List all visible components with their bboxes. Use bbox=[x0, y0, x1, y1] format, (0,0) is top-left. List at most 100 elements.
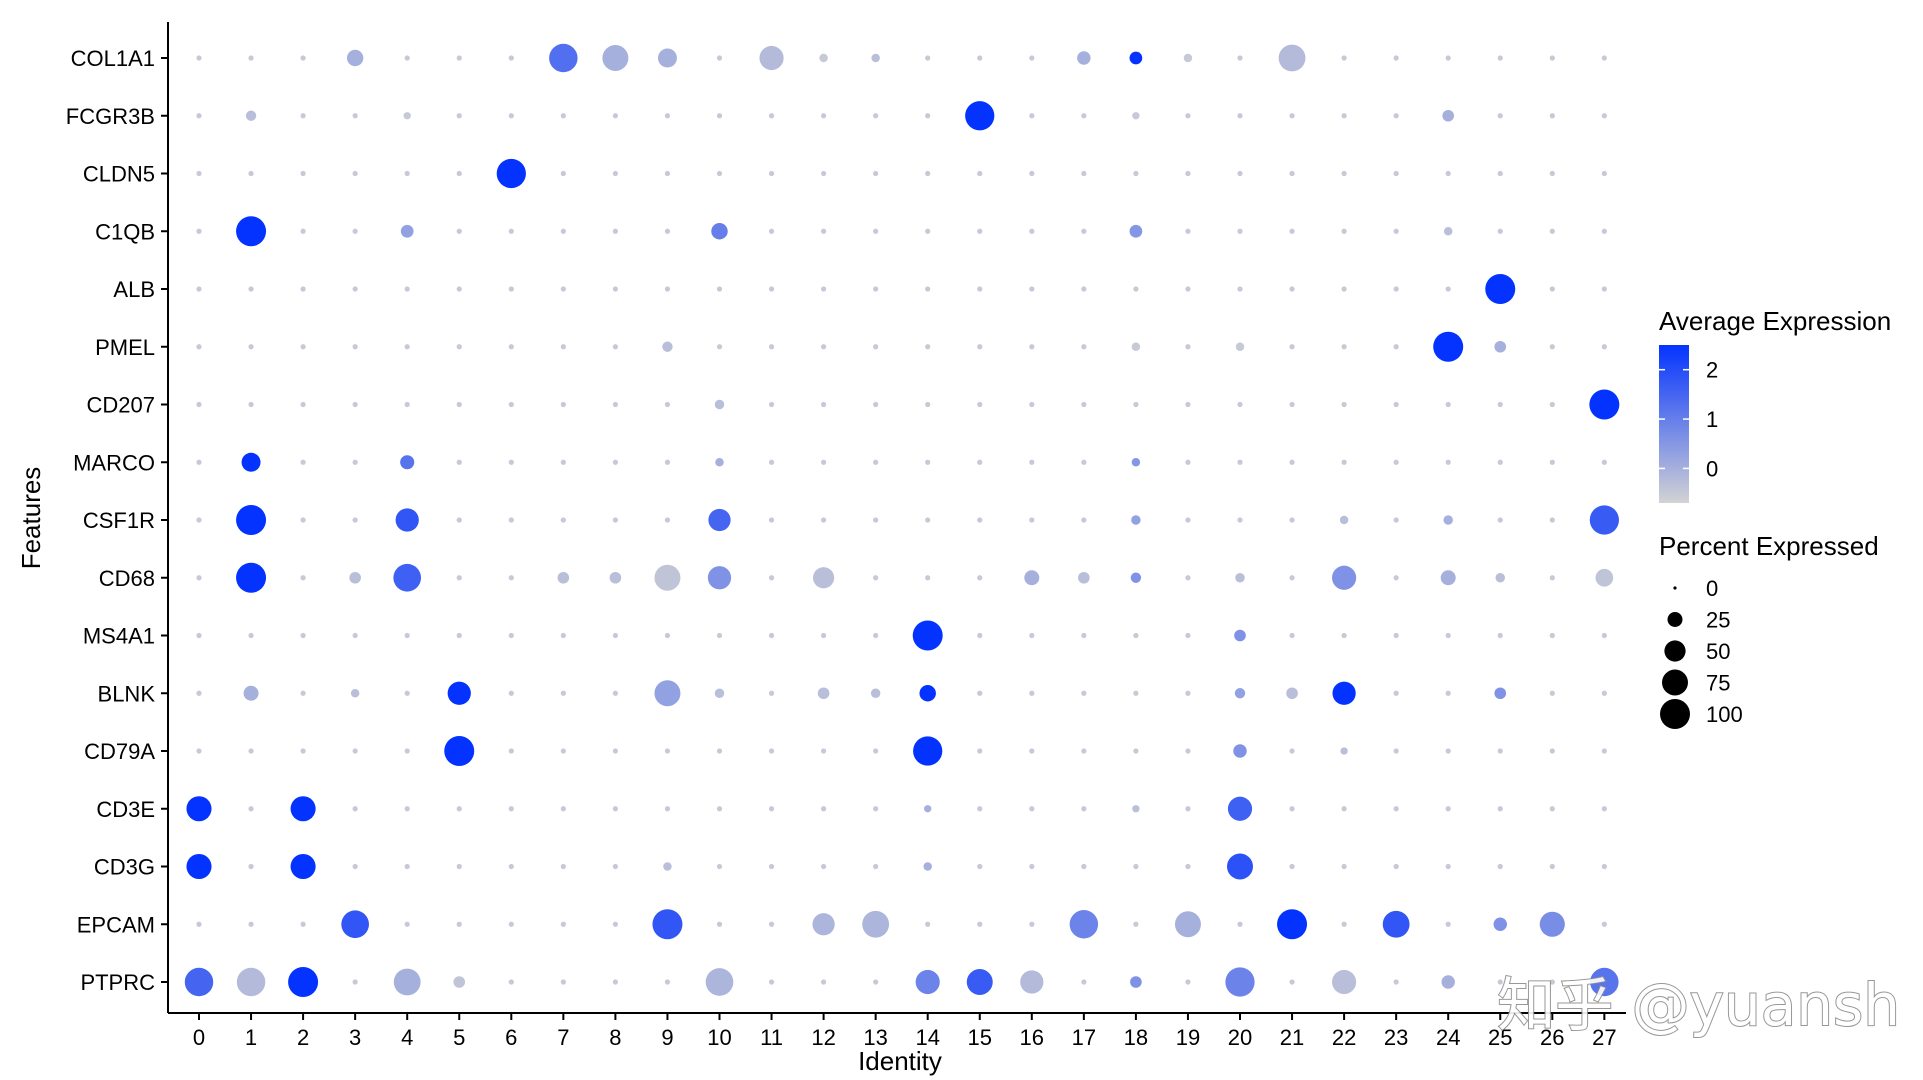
y-tick-label: PMEL bbox=[95, 335, 155, 360]
dot-PTPRC-2 bbox=[288, 967, 319, 997]
x-ticks: 0 1 2 3 4 5 6 7 8 9 10 11 12 13 14 15 16 17 18 19 20 21 22 23 24… bbox=[193, 1013, 1617, 1050]
dot-CD3G-23 bbox=[1393, 863, 1399, 870]
dot-C1QB-20 bbox=[1237, 228, 1243, 234]
dot-BLNK-4 bbox=[404, 690, 410, 696]
dot-MARCO-13 bbox=[873, 459, 879, 465]
dot-COL1A1-19 bbox=[1183, 53, 1193, 63]
y-tick-label: CLDN5 bbox=[83, 162, 155, 187]
dot-MARCO-10 bbox=[715, 458, 724, 467]
dot-CD68-7 bbox=[557, 571, 570, 584]
dot-CD68-23 bbox=[1393, 575, 1399, 581]
dot-CD3E-2 bbox=[290, 796, 316, 822]
dot-PTPRC-17 bbox=[1081, 979, 1087, 985]
dot-MARCO-8 bbox=[612, 459, 619, 465]
dot-CD3E-9 bbox=[664, 806, 671, 812]
dot-CD3E-22 bbox=[1341, 806, 1347, 812]
dot-PTPRC-23 bbox=[1393, 979, 1399, 985]
dot-CD207-7 bbox=[560, 401, 566, 408]
dot-CD68-14 bbox=[925, 575, 931, 581]
dot-ALB-4 bbox=[404, 286, 410, 292]
color-legend-label: 2 bbox=[1706, 358, 1718, 383]
dot-C1QB-19 bbox=[1185, 228, 1191, 234]
dot-BLNK-19 bbox=[1185, 690, 1191, 696]
dot-COL1A1-8 bbox=[602, 45, 629, 71]
dot-CLDN5-16 bbox=[1029, 170, 1035, 177]
dot-CD3E-27 bbox=[1601, 806, 1607, 812]
dot-CD3E-7 bbox=[560, 806, 566, 812]
dot-CLDN5-12 bbox=[821, 170, 827, 177]
dot-ALB-5 bbox=[456, 286, 462, 292]
dot-BLNK-1 bbox=[243, 685, 259, 701]
dot-PTPRC-0 bbox=[184, 967, 214, 997]
dot-MS4A1-4 bbox=[404, 632, 410, 639]
dot-CLDN5-22 bbox=[1341, 170, 1347, 177]
dot-CD68-11 bbox=[768, 575, 775, 581]
dot-MARCO-24 bbox=[1445, 459, 1451, 465]
dot-C1QB-7 bbox=[560, 228, 566, 234]
dot-COL1A1-11 bbox=[759, 45, 784, 71]
dot-CSF1R-11 bbox=[768, 517, 775, 523]
dot-BLNK-9 bbox=[654, 680, 681, 707]
x-tick-label: 1 bbox=[245, 1025, 257, 1050]
dot-MS4A1-9 bbox=[664, 632, 671, 639]
dot-FCGR3B-0 bbox=[196, 113, 202, 119]
dot-CD68-24 bbox=[1440, 570, 1456, 586]
dot-CD3E-18 bbox=[1132, 805, 1140, 813]
dot-EPCAM-3 bbox=[341, 910, 369, 939]
x-tick-label: 5 bbox=[453, 1025, 465, 1050]
dot-CD79A-2 bbox=[300, 748, 306, 754]
dot-CSF1R-5 bbox=[456, 517, 462, 523]
dot-CD3G-4 bbox=[404, 863, 410, 870]
dot-PMEL-10 bbox=[716, 344, 723, 350]
dot-FCGR3B-18 bbox=[1132, 112, 1140, 120]
dot-C1QB-8 bbox=[612, 228, 619, 234]
dot-C1QB-24 bbox=[1443, 227, 1453, 236]
dot-CD79A-22 bbox=[1340, 747, 1348, 755]
dot-FCGR3B-5 bbox=[456, 113, 462, 119]
y-tick-label: BLNK bbox=[98, 681, 156, 706]
x-tick-label: 13 bbox=[863, 1025, 887, 1050]
dot-COL1A1-2 bbox=[300, 55, 306, 61]
dot-MS4A1-25 bbox=[1497, 632, 1503, 639]
dot-CD207-3 bbox=[352, 401, 358, 408]
dot-MS4A1-26 bbox=[1549, 632, 1555, 639]
dot-MS4A1-27 bbox=[1601, 632, 1607, 639]
dot-MS4A1-10 bbox=[716, 632, 723, 639]
dot-C1QB-16 bbox=[1029, 228, 1035, 234]
dot-C1QB-6 bbox=[508, 228, 514, 234]
dot-CD207-17 bbox=[1081, 401, 1087, 408]
dot-COL1A1-15 bbox=[977, 55, 983, 61]
dot-PMEL-25 bbox=[1494, 340, 1507, 353]
dot-FCGR3B-1 bbox=[245, 110, 257, 121]
dot-EPCAM-5 bbox=[456, 921, 462, 927]
dot-PTPRC-27 bbox=[1590, 967, 1619, 997]
dot-EPCAM-14 bbox=[925, 921, 931, 927]
dot-MARCO-26 bbox=[1549, 459, 1555, 465]
dot-CD3G-12 bbox=[821, 863, 827, 870]
dot-PTPRC-18 bbox=[1130, 976, 1142, 988]
dot-C1QB-5 bbox=[456, 228, 462, 234]
size-legend-dot bbox=[1664, 640, 1686, 662]
color-legend-title: Average Expression bbox=[1659, 306, 1891, 336]
dot-MARCO-23 bbox=[1393, 459, 1399, 465]
y-tick-label: EPCAM bbox=[77, 912, 155, 937]
dot-CD3G-26 bbox=[1549, 863, 1555, 870]
dot-CSF1R-10 bbox=[708, 508, 731, 532]
dot-CSF1R-21 bbox=[1289, 517, 1295, 523]
dot-PTPRC-16 bbox=[1020, 970, 1044, 994]
dot-MS4A1-14 bbox=[912, 620, 943, 651]
dot-CLDN5-26 bbox=[1549, 170, 1555, 177]
dot-MARCO-9 bbox=[664, 459, 671, 465]
dot-PMEL-13 bbox=[873, 344, 879, 350]
dot-CD79A-26 bbox=[1549, 748, 1555, 754]
dot-CD68-18 bbox=[1130, 572, 1142, 583]
dot-CD3E-23 bbox=[1393, 806, 1399, 812]
dot-CD207-5 bbox=[456, 401, 462, 408]
dot-CLDN5-13 bbox=[873, 170, 879, 177]
dot-EPCAM-8 bbox=[612, 921, 619, 927]
dot-MS4A1-20 bbox=[1234, 629, 1246, 642]
dot-PMEL-9 bbox=[662, 341, 673, 352]
dot-EPCAM-26 bbox=[1539, 911, 1565, 937]
dot-CLDN5-21 bbox=[1289, 170, 1295, 177]
dot-PMEL-5 bbox=[456, 344, 462, 350]
